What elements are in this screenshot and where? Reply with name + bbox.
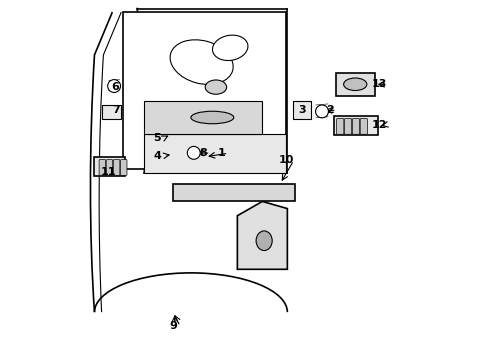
Ellipse shape <box>170 40 233 85</box>
PathPatch shape <box>335 73 374 96</box>
FancyBboxPatch shape <box>336 118 343 134</box>
Circle shape <box>187 147 200 159</box>
PathPatch shape <box>144 102 262 134</box>
FancyBboxPatch shape <box>360 118 366 134</box>
PathPatch shape <box>237 202 287 269</box>
Text: 11: 11 <box>101 167 116 177</box>
Ellipse shape <box>205 80 226 94</box>
Text: 1: 1 <box>217 148 224 158</box>
Text: 2: 2 <box>325 105 333 115</box>
PathPatch shape <box>144 134 285 173</box>
FancyBboxPatch shape <box>121 159 127 175</box>
Text: 9: 9 <box>169 321 177 332</box>
FancyBboxPatch shape <box>106 159 112 175</box>
Text: 3: 3 <box>297 105 305 114</box>
Text: 4: 4 <box>153 151 161 161</box>
PathPatch shape <box>94 157 124 176</box>
Circle shape <box>107 80 121 93</box>
Text: 6: 6 <box>111 82 119 92</box>
FancyBboxPatch shape <box>352 118 359 134</box>
Circle shape <box>315 105 328 118</box>
Text: 7: 7 <box>112 105 120 115</box>
Ellipse shape <box>212 35 247 60</box>
Text: 8: 8 <box>199 148 207 158</box>
Ellipse shape <box>343 78 366 90</box>
Text: 10: 10 <box>278 156 294 165</box>
PathPatch shape <box>292 102 310 119</box>
FancyBboxPatch shape <box>344 118 351 134</box>
Text: 5: 5 <box>153 133 161 143</box>
PathPatch shape <box>333 116 378 135</box>
PathPatch shape <box>123 12 285 169</box>
FancyBboxPatch shape <box>99 159 105 175</box>
FancyBboxPatch shape <box>113 159 120 175</box>
Text: 12: 12 <box>371 120 386 130</box>
Ellipse shape <box>190 111 233 124</box>
PathPatch shape <box>102 105 121 119</box>
Ellipse shape <box>256 231 272 251</box>
PathPatch shape <box>173 184 294 202</box>
Text: 13: 13 <box>371 79 386 89</box>
